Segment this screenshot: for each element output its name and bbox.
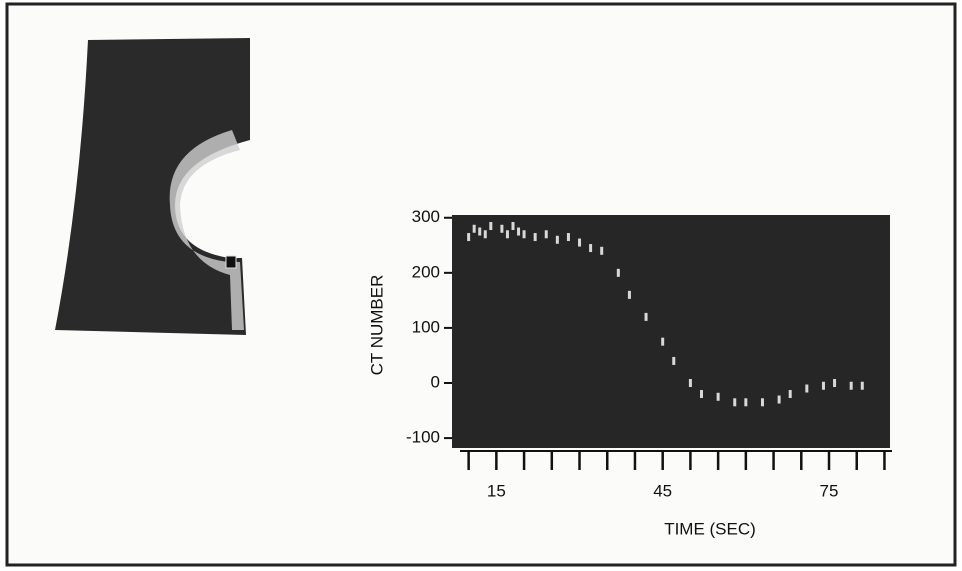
data-point — [821, 381, 825, 390]
data-point — [760, 398, 764, 407]
data-point — [505, 230, 509, 239]
data-point — [533, 233, 537, 242]
data-point — [517, 227, 521, 236]
ct-bright-rim — [169, 130, 244, 330]
data-point — [777, 395, 781, 404]
data-point — [467, 233, 471, 242]
data-point — [478, 227, 482, 236]
data-point — [733, 398, 737, 407]
data-point — [849, 381, 853, 390]
data-point — [688, 379, 692, 388]
data-point — [833, 379, 837, 388]
x-tick-label: 45 — [653, 481, 672, 500]
data-point — [555, 235, 559, 244]
data-point — [483, 230, 487, 239]
data-point — [544, 230, 548, 239]
data-point — [661, 337, 665, 346]
data-point — [860, 381, 864, 390]
data-point — [644, 312, 648, 321]
data-point — [489, 222, 493, 231]
ct-slice — [55, 38, 250, 335]
y-tick-label: 0 — [431, 372, 440, 391]
y-tick-label: 200 — [412, 262, 440, 281]
data-point — [699, 390, 703, 399]
data-point — [616, 268, 620, 277]
data-point — [600, 246, 604, 255]
data-point — [566, 233, 570, 242]
x-axis-label: TIME (SEC) — [664, 519, 756, 538]
data-point — [672, 356, 676, 365]
y-axis-label: CT NUMBER — [367, 275, 386, 376]
data-point — [511, 222, 515, 231]
y-tick-label: 100 — [412, 317, 440, 336]
roi-marker — [225, 255, 237, 269]
y-tick-label: 300 — [412, 207, 440, 226]
data-point — [578, 238, 582, 247]
data-point — [500, 224, 504, 233]
plot-area — [452, 215, 890, 448]
data-point — [589, 244, 593, 253]
data-point — [788, 390, 792, 399]
y-tick-label: -100 — [406, 428, 440, 447]
data-point — [472, 224, 476, 233]
data-point — [716, 392, 720, 401]
data-point — [522, 230, 526, 239]
data-point — [744, 398, 748, 407]
x-tick-label: 75 — [820, 481, 839, 500]
data-point — [805, 384, 809, 393]
data-point — [627, 290, 631, 299]
ct-image — [55, 38, 250, 335]
x-tick-label: 15 — [487, 481, 506, 500]
